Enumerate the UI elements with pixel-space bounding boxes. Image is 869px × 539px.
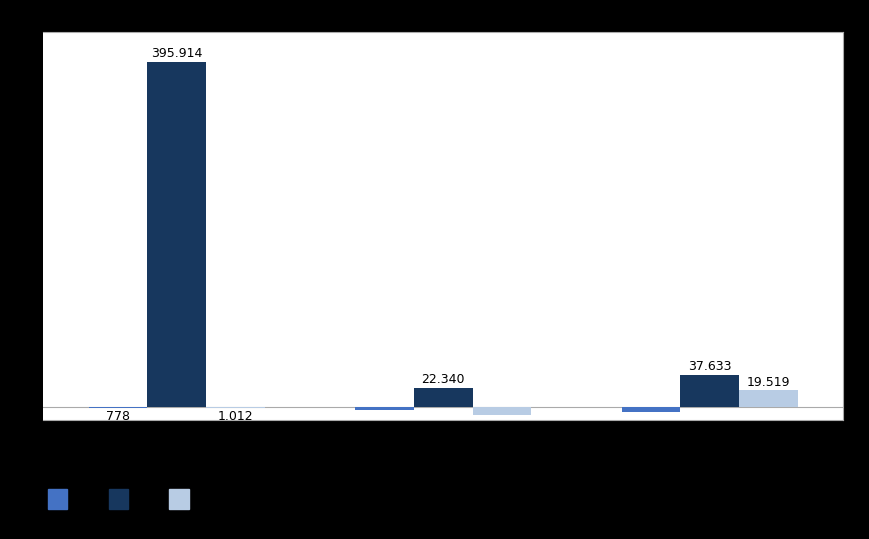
- Bar: [414, 388, 473, 407]
- Bar: [621, 407, 680, 412]
- Bar: [89, 407, 148, 408]
- Bar: [148, 62, 206, 407]
- Bar: [680, 375, 739, 407]
- Text: 37.633: 37.633: [688, 360, 732, 373]
- Text: 395.914: 395.914: [151, 47, 202, 60]
- Text: 1.012: 1.012: [217, 410, 253, 423]
- Bar: [739, 390, 798, 407]
- Bar: [355, 407, 414, 410]
- Bar: [206, 407, 265, 408]
- Text: 19.519: 19.519: [746, 376, 790, 389]
- Bar: [473, 407, 531, 414]
- Text: 778: 778: [106, 410, 130, 423]
- Text: 22.340: 22.340: [421, 373, 465, 386]
